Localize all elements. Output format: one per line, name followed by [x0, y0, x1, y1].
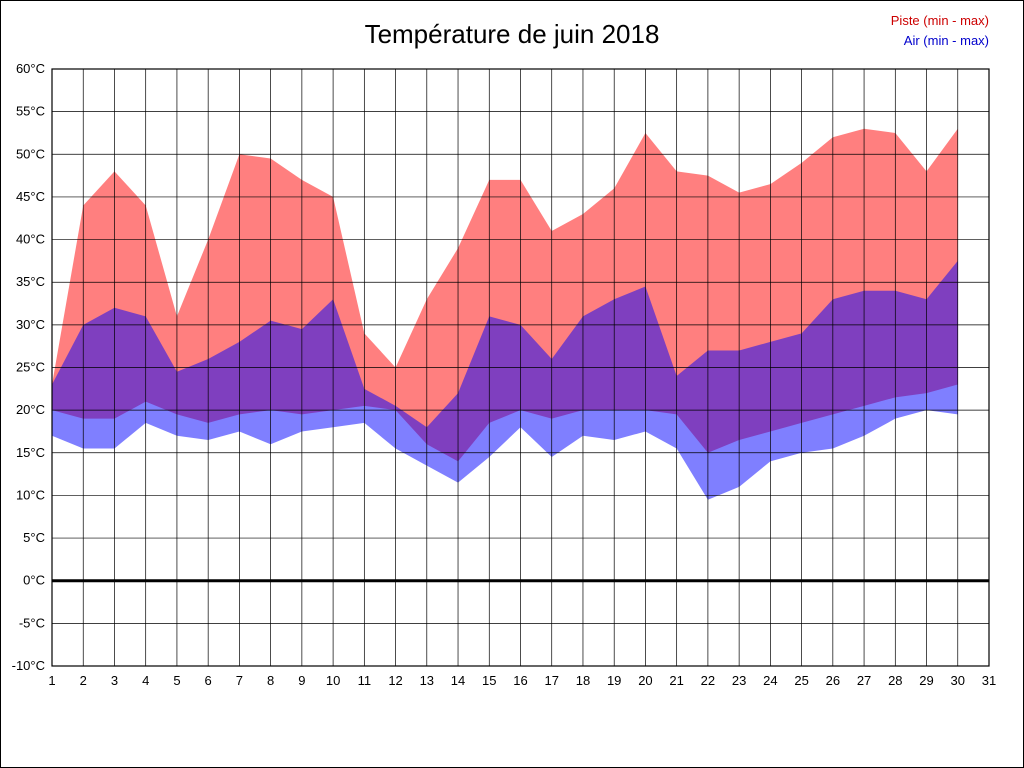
x-tick-label: 17: [544, 673, 558, 688]
x-tick-label: 22: [701, 673, 715, 688]
y-tick-label: 45°C: [16, 189, 45, 204]
y-tick-label: 15°C: [16, 445, 45, 460]
x-tick-label: 23: [732, 673, 746, 688]
x-tick-label: 7: [236, 673, 243, 688]
chart-title: Température de juin 2018: [364, 19, 660, 49]
legend-item-air: Air (min - max): [903, 33, 989, 48]
y-tick-label: 40°C: [16, 232, 45, 247]
x-tick-label: 29: [919, 673, 933, 688]
x-tick-label: 21: [669, 673, 683, 688]
x-tick-label: 13: [420, 673, 434, 688]
x-tick-label: 3: [111, 673, 118, 688]
x-tick-label: 12: [388, 673, 402, 688]
x-tick-label: 10: [326, 673, 340, 688]
y-tick-label: -5°C: [19, 615, 45, 630]
y-tick-label: 55°C: [16, 104, 45, 119]
x-tick-label: 6: [205, 673, 212, 688]
y-tick-label: 20°C: [16, 402, 45, 417]
x-tick-label: 20: [638, 673, 652, 688]
x-tick-label: 5: [173, 673, 180, 688]
x-tick-label: 25: [794, 673, 808, 688]
x-tick-label: 30: [951, 673, 965, 688]
y-tick-label: 60°C: [16, 61, 45, 76]
x-tick-label: 4: [142, 673, 149, 688]
x-tick-label: 31: [982, 673, 996, 688]
y-tick-label: -10°C: [12, 658, 45, 673]
y-tick-label: 5°C: [23, 530, 45, 545]
x-tick-label: 26: [826, 673, 840, 688]
plot-border: [51, 68, 990, 667]
legend: Piste (min - max) Air (min - max): [891, 11, 989, 51]
y-tick-label: 30°C: [16, 317, 45, 332]
y-tick-label: 25°C: [16, 360, 45, 375]
y-tick-label: 50°C: [16, 146, 45, 161]
x-tick-label: 16: [513, 673, 527, 688]
legend-item-piste: Piste (min - max): [890, 13, 989, 28]
x-tick-label: 15: [482, 673, 496, 688]
x-tick-label: 2: [80, 673, 87, 688]
x-tick-label: 27: [857, 673, 871, 688]
x-tick-label: 18: [576, 673, 590, 688]
x-tick-label: 8: [267, 673, 274, 688]
x-tick-label: 11: [358, 673, 372, 688]
y-tick-label: 10°C: [16, 487, 45, 502]
y-tick-label: 0°C: [23, 573, 45, 588]
x-tick-label: 28: [888, 673, 902, 688]
x-tick-label: 24: [763, 673, 777, 688]
x-tick-label: 9: [298, 673, 305, 688]
x-tick-label: 19: [607, 673, 621, 688]
x-tick-label: 14: [451, 673, 465, 688]
y-tick-label: 35°C: [16, 274, 45, 289]
air-band: [52, 260, 958, 500]
x-tick-label: 1: [48, 673, 55, 688]
